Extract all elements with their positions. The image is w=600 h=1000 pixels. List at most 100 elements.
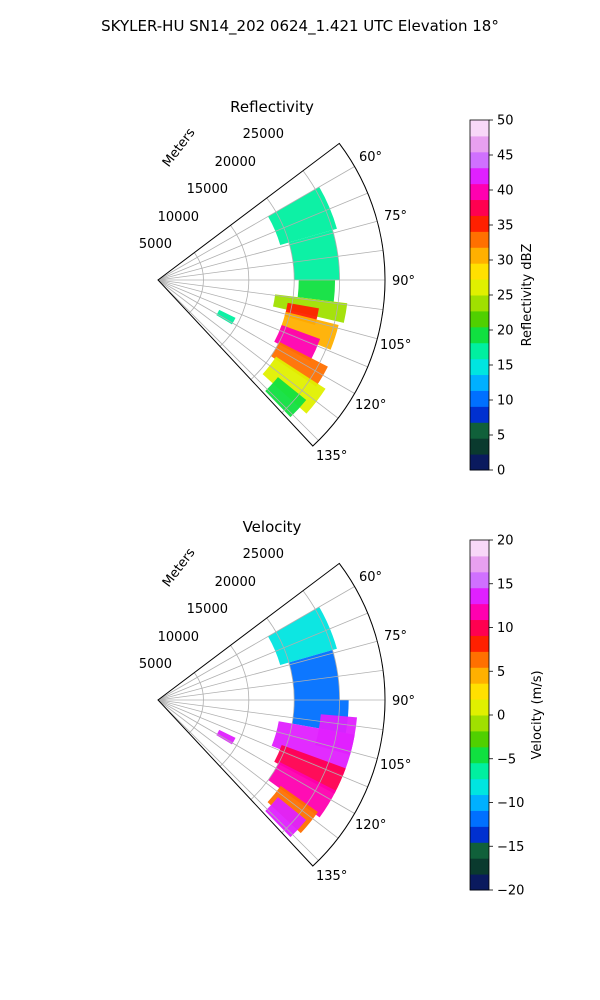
echo-region bbox=[274, 745, 346, 794]
colorbar-swatch bbox=[470, 247, 489, 264]
theta-tick-label: 90° bbox=[392, 274, 415, 289]
colorbar-tick-label: 25 bbox=[497, 289, 514, 304]
echo-region bbox=[297, 280, 336, 302]
r-tick-label: 15000 bbox=[187, 602, 228, 617]
velocity-angle-ticks: 60° 75° 90° 105° 120° 135° bbox=[316, 570, 415, 884]
velocity-sector bbox=[157, 562, 386, 867]
colorbar-swatch bbox=[470, 199, 489, 216]
colorbar-swatch bbox=[470, 635, 489, 652]
r-tick-label: 25000 bbox=[243, 547, 284, 562]
colorbar-swatch bbox=[470, 374, 489, 391]
azimuth-spoke bbox=[157, 699, 339, 839]
azimuth-spoke bbox=[157, 279, 368, 368]
colorbar-label: Velocity (m/s) bbox=[530, 670, 545, 759]
velocity-colorbar: −20 −15 −10 −5 0 5 10 15 20 bbox=[469, 534, 524, 899]
azimuth-spoke bbox=[157, 669, 384, 701]
colorbar-swatch bbox=[470, 587, 489, 605]
colorbar-swatch bbox=[470, 715, 489, 732]
colorbar-tick-label: 45 bbox=[497, 149, 514, 164]
colorbar-label: Reflectivity dBZ bbox=[520, 244, 535, 347]
colorbar-swatch bbox=[470, 651, 489, 668]
velocity-title: Velocity bbox=[243, 518, 302, 536]
colorbar-tick-label: 0 bbox=[497, 464, 505, 479]
colorbar-swatch bbox=[470, 540, 489, 557]
colorbar-tick-label: 30 bbox=[497, 254, 514, 269]
colorbar-swatch bbox=[470, 263, 489, 280]
colorbar-tick-label: −10 bbox=[497, 796, 524, 811]
colorbar-swatch bbox=[470, 730, 489, 748]
azimuth-spoke bbox=[157, 640, 378, 701]
echo-region bbox=[268, 761, 336, 818]
r-tick-label: 15000 bbox=[187, 182, 228, 197]
r-tick-label: 5000 bbox=[139, 237, 172, 252]
theta-tick-label: 75° bbox=[384, 629, 407, 644]
colorbar-swatch bbox=[470, 406, 489, 423]
range-ring bbox=[219, 645, 250, 767]
azimuth-spoke bbox=[157, 279, 378, 340]
sector-outline bbox=[157, 562, 386, 867]
colorbar-swatch bbox=[470, 231, 489, 248]
echo-region bbox=[265, 797, 307, 838]
colorbar-swatch bbox=[470, 826, 489, 843]
colorbar-tick-label: 35 bbox=[497, 219, 514, 234]
echo-region bbox=[216, 729, 236, 745]
echo-region bbox=[288, 229, 340, 280]
theta-tick-label: 75° bbox=[384, 209, 407, 224]
colorbar-swatch bbox=[470, 555, 489, 573]
reflectivity-radial-ticks: 5000 10000 15000 20000 25000 bbox=[139, 127, 284, 252]
colorbar-tick-label: 10 bbox=[497, 621, 514, 636]
reflectivity-title: Reflectivity bbox=[230, 98, 314, 116]
colorbar-swatch bbox=[470, 667, 489, 684]
azimuth-spoke bbox=[157, 612, 368, 701]
colorbar-tick-label: −5 bbox=[497, 752, 516, 767]
radial-axis-label: Meters bbox=[160, 125, 199, 170]
colorbar-swatch bbox=[470, 120, 489, 137]
theta-tick-label: 60° bbox=[359, 150, 382, 165]
reflectivity-panel: Reflectivity Meters 5000 10000 15000 200… bbox=[139, 98, 535, 479]
sector-outline bbox=[157, 142, 386, 447]
range-ring bbox=[250, 617, 295, 800]
r-tick-label: 10000 bbox=[158, 630, 199, 645]
azimuth-spoke bbox=[157, 699, 319, 861]
colorbar-swatch bbox=[470, 842, 489, 859]
colorbar-swatch bbox=[470, 326, 489, 344]
azimuth-spoke bbox=[157, 699, 355, 814]
figure-suptitle: SKYLER-HU SN14_202 0624_1.421 UTC Elevat… bbox=[101, 17, 499, 36]
colorbar-swatch bbox=[470, 571, 489, 589]
colorbar-tick-label: 15 bbox=[497, 359, 514, 374]
range-ring bbox=[219, 225, 250, 347]
r-tick-label: 25000 bbox=[243, 127, 284, 142]
azimuth-spoke bbox=[157, 699, 384, 731]
theta-tick-label: 120° bbox=[355, 818, 386, 833]
colorbar-swatch bbox=[470, 603, 489, 621]
colorbar-swatch bbox=[470, 762, 489, 780]
colorbar-tick-label: 20 bbox=[497, 534, 514, 549]
theta-tick-label: 90° bbox=[392, 694, 415, 709]
colorbar-swatch bbox=[470, 295, 489, 312]
colorbar-swatch bbox=[470, 279, 489, 296]
reflectivity-angle-ticks: 60° 75° 90° 105° 120° 135° bbox=[316, 150, 415, 464]
colorbar-tick-label: −15 bbox=[497, 840, 524, 855]
azimuth-spoke bbox=[157, 279, 355, 394]
colorbar-swatch bbox=[470, 167, 489, 185]
azimuth-spoke bbox=[157, 699, 368, 788]
theta-tick-label: 135° bbox=[316, 449, 347, 464]
colorbar-tick-label: 15 bbox=[497, 577, 514, 592]
colorbar-swatch bbox=[470, 151, 489, 169]
reflectivity-colorbar: 0 5 10 15 20 25 30 35 40 45 50 bbox=[469, 114, 514, 479]
colorbar-swatch bbox=[470, 310, 489, 328]
colorbar-tick-label: 0 bbox=[497, 709, 505, 724]
colorbar-swatch bbox=[470, 342, 489, 360]
colorbar-swatch bbox=[470, 135, 489, 153]
echo-region bbox=[216, 309, 236, 325]
echo-region bbox=[288, 649, 340, 700]
azimuth-spoke bbox=[157, 586, 355, 701]
echo-region bbox=[274, 325, 321, 361]
range-ring bbox=[281, 590, 340, 834]
theta-tick-label: 135° bbox=[316, 869, 347, 884]
theta-tick-label: 120° bbox=[355, 398, 386, 413]
colorbar-swatch bbox=[470, 874, 489, 891]
echo-region bbox=[262, 356, 326, 414]
colorbar-swatch bbox=[470, 810, 489, 827]
